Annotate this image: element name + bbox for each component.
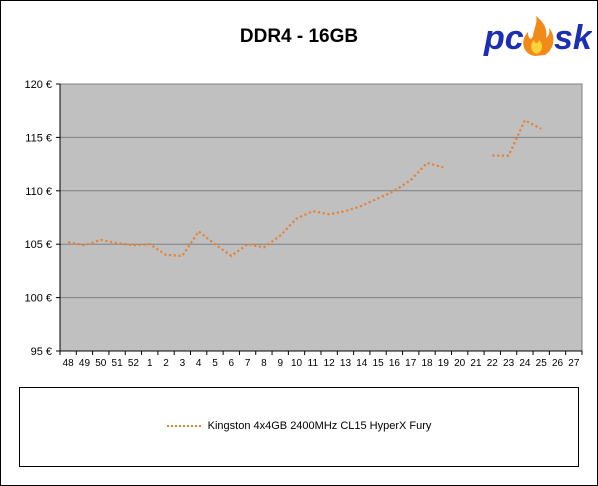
x-tick-label: 11 [308, 358, 319, 369]
y-tick-label: 95 € [31, 346, 52, 358]
svg-text:pc: pc [483, 19, 524, 57]
series-lines [67, 118, 542, 258]
x-tick-label: 3 [180, 358, 186, 369]
x-tick-label: 52 [128, 358, 140, 369]
legend: Kingston 4x4GB 2400MHz CL15 HyperX Fury [19, 387, 579, 467]
y-tick-label: 120 € [24, 79, 52, 91]
x-tick-label: 23 [503, 358, 515, 369]
x-tick-label: 13 [340, 358, 352, 369]
x-tick-labels: 48 49 50 51 52 1 2 3 4 5 6 7 8 9 10 11 12 13 14 15 16 17 18 19 2… [63, 358, 580, 369]
x-tick-label: 8 [261, 358, 267, 369]
x-tick-label: 6 [229, 358, 235, 369]
x-tick-label: 15 [373, 358, 385, 369]
y-tick-label: 110 € [25, 186, 52, 198]
y-tick-label: 100 € [24, 293, 52, 305]
x-tick-label: 20 [454, 358, 466, 369]
x-tick-label: 4 [196, 358, 202, 369]
x-tick-label: 9 [277, 358, 283, 369]
x-tick-label: 10 [291, 358, 303, 369]
svg-text:sk: sk [554, 19, 592, 57]
x-tick-label: 22 [487, 358, 499, 369]
x-tick-label: 17 [405, 358, 417, 369]
x-tick-label: 25 [536, 358, 548, 369]
axes [56, 83, 583, 355]
legend-swatch [166, 425, 201, 428]
flame-icon [523, 16, 554, 56]
x-tick-label: 5 [212, 358, 218, 369]
x-tick-label: 51 [112, 358, 124, 369]
x-tick-label: 18 [421, 358, 433, 369]
x-tick-label: 2 [163, 358, 169, 369]
legend-item: Kingston 4x4GB 2400MHz CL15 HyperX Fury [20, 420, 578, 432]
x-tick-label: 24 [519, 358, 531, 369]
series-line [67, 161, 444, 258]
x-tick-label: 26 [552, 358, 564, 369]
x-tick-label: 48 [63, 358, 75, 369]
x-tick-label: 50 [95, 358, 107, 369]
x-tick-label: 19 [438, 358, 450, 369]
chart-title: DDR4 - 16GB [239, 26, 359, 47]
x-tick-label: 12 [324, 358, 336, 369]
legend-label: Kingston 4x4GB 2400MHz CL15 HyperX Fury [207, 420, 432, 433]
gridlines [60, 136, 582, 299]
y-tick-label: 105 € [24, 239, 52, 251]
plot-area [59, 83, 583, 352]
y-tick-labels: 95 € 100 € 105 € 110 € 115 € 120 € [24, 79, 52, 358]
pcosk-logo: pc sk [483, 16, 592, 57]
x-tick-label: 27 [568, 358, 580, 369]
x-tick-label: 7 [245, 358, 251, 369]
series-line [492, 118, 542, 157]
x-tick-label: 1 [147, 358, 153, 369]
x-tick-label: 16 [389, 358, 401, 369]
x-tick-label: 21 [470, 358, 482, 369]
x-tick-label: 14 [356, 358, 368, 369]
x-tick-label: 49 [79, 358, 91, 369]
y-tick-label: 115 € [25, 132, 52, 144]
